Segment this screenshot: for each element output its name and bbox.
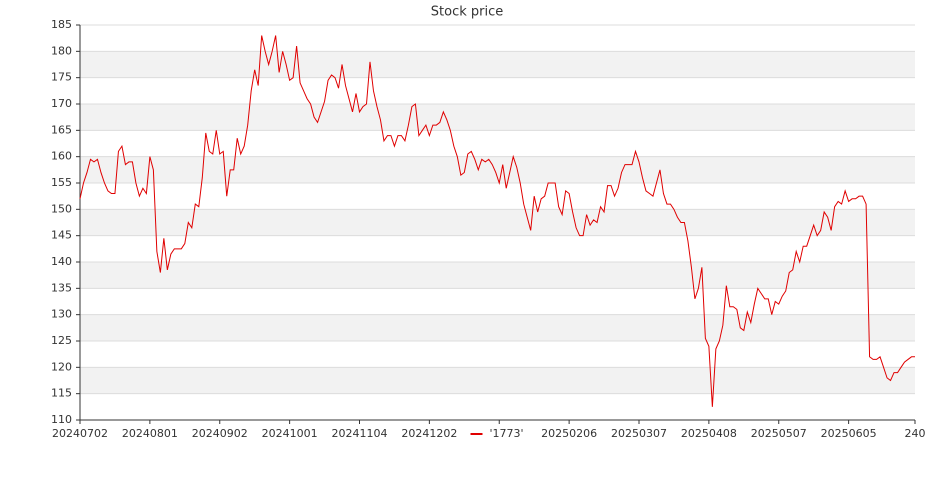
y-tick-label: 120 bbox=[51, 360, 72, 373]
y-tick-label: 135 bbox=[51, 281, 72, 294]
y-tick-label: 145 bbox=[51, 229, 72, 242]
x-tick-label: 20250605 bbox=[821, 427, 877, 440]
x-tick-label: 20240801 bbox=[122, 427, 178, 440]
grid-band bbox=[80, 262, 915, 289]
y-tick-label: 140 bbox=[51, 255, 72, 268]
y-tick-label: 160 bbox=[51, 150, 72, 163]
y-tick-label: 115 bbox=[51, 387, 72, 400]
y-tick-label: 125 bbox=[51, 334, 72, 347]
y-tick-label: 150 bbox=[51, 202, 72, 215]
grid-band bbox=[80, 367, 915, 394]
grid-band bbox=[80, 104, 915, 131]
y-tick-label: 110 bbox=[51, 413, 72, 426]
grid-band bbox=[80, 314, 915, 341]
x-tick-label: 20240702 bbox=[52, 427, 108, 440]
x-tick-label: 20250507 bbox=[751, 427, 807, 440]
x-tick-label: 20250408 bbox=[681, 427, 737, 440]
x-tick-label: 20240902 bbox=[192, 427, 248, 440]
y-tick-label: 175 bbox=[51, 71, 72, 84]
grid-band bbox=[80, 51, 915, 78]
x-tick-label: 20250206 bbox=[541, 427, 597, 440]
legend-label: '1773' bbox=[490, 427, 524, 440]
legend-box bbox=[465, 426, 530, 442]
grid-band bbox=[80, 209, 915, 236]
chart-title: Stock price bbox=[431, 5, 503, 20]
x-tick-label: 240 bbox=[905, 427, 926, 440]
y-tick-label: 170 bbox=[51, 97, 72, 110]
y-tick-label: 185 bbox=[51, 18, 72, 31]
x-tick-label: 20250307 bbox=[611, 427, 667, 440]
y-tick-label: 180 bbox=[51, 44, 72, 57]
x-tick-label: 20241202 bbox=[401, 427, 457, 440]
price-line bbox=[79, 35, 915, 407]
y-tick-label: 130 bbox=[51, 308, 72, 321]
y-tick-label: 155 bbox=[51, 176, 72, 189]
x-tick-label: 20241104 bbox=[331, 427, 387, 440]
x-tick-label: 20241001 bbox=[262, 427, 318, 440]
bands bbox=[80, 51, 915, 394]
y-tick-label: 165 bbox=[51, 123, 72, 136]
